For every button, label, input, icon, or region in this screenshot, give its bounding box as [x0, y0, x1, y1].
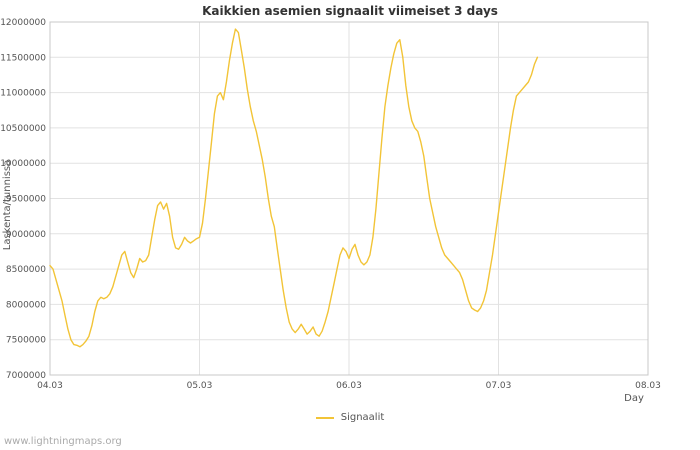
- y-tick-label: 8500000: [6, 265, 46, 275]
- legend: Signaalit: [0, 412, 700, 423]
- x-axis-label: Day: [624, 393, 644, 404]
- y-tick-label: 7500000: [6, 336, 46, 346]
- y-axis-label: Laskenta/tunnissa: [2, 160, 13, 251]
- watermark-link[interactable]: www.lightningmaps.org: [4, 436, 122, 447]
- x-tick-label: 07.03: [486, 381, 512, 391]
- x-tick-label: 06.03: [336, 381, 362, 391]
- x-tick-label: 08.03: [635, 381, 661, 391]
- y-tick-label: 8000000: [6, 300, 46, 310]
- y-tick-label: 11500000: [0, 53, 46, 63]
- y-tick-label: 12000000: [0, 18, 46, 28]
- legend-label: Signaalit: [340, 412, 385, 423]
- data-line-Signaalit: [49, 28, 539, 348]
- x-tick-label: 04.03: [37, 381, 63, 391]
- plot-border: [49, 21, 649, 376]
- chart-title: Kaikkien asemien signaalit viimeiset 3 d…: [202, 4, 498, 18]
- y-tick-label: 7000000: [6, 371, 46, 381]
- y-tick-label: 9500000: [6, 195, 46, 205]
- y-tick-label: 10000000: [0, 159, 46, 169]
- legend-line-swatch: [315, 416, 334, 419]
- y-tick-label: 9000000: [6, 230, 46, 240]
- y-tick-label: 10500000: [0, 124, 46, 134]
- line-chart: 7000000 7500000 8000000 8500000 9000000 95000…: [0, 18, 661, 404]
- x-tick-label: 05.03: [187, 381, 213, 391]
- y-tick-label: 11000000: [0, 89, 46, 99]
